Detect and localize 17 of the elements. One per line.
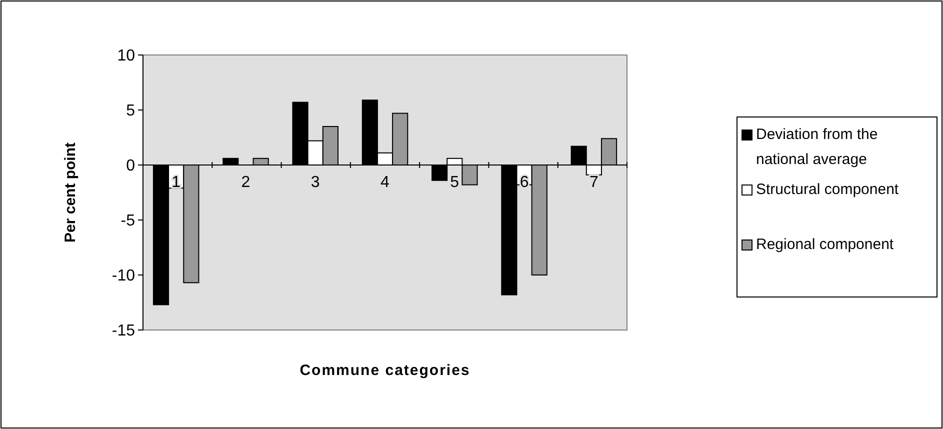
y-tick-label: -15 — [112, 322, 136, 340]
legend-label: Regional component — [756, 236, 894, 253]
x-tick-label: 3 — [310, 174, 320, 191]
x-tick-label: 2 — [241, 174, 250, 191]
y-tick-label: -10 — [112, 268, 136, 285]
y-tick-label: 0 — [126, 158, 136, 175]
x-tick-label: 5 — [450, 174, 460, 191]
legend-label: Structural component — [756, 181, 900, 198]
x-tick-label: 1 — [172, 174, 181, 191]
x-axis-title: Commune categories — [300, 362, 470, 379]
x-tick-label: 7 — [589, 174, 598, 191]
y-tick-label: 10 — [117, 48, 136, 65]
x-tick-label: 4 — [380, 174, 390, 191]
y-axis-title: Per cent point — [62, 142, 79, 243]
y-tick-label: 5 — [126, 102, 136, 120]
legend-label: Deviation from the national average — [756, 126, 878, 168]
y-tick-label: -5 — [120, 212, 136, 230]
